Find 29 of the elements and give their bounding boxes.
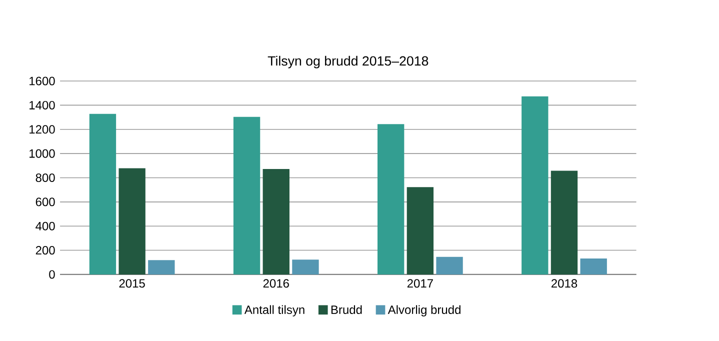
bar: [378, 124, 404, 274]
y-tick-label: 1000: [30, 149, 55, 158]
x-tick-label: 2018: [552, 279, 578, 288]
y-tick-label: 200: [36, 246, 55, 254]
bar: [233, 116, 260, 274]
legend-label: Alvorlig brudd: [388, 305, 460, 316]
y-tick-label: 400: [36, 222, 55, 230]
y-tick-label: 1400: [30, 100, 55, 110]
bar: [292, 260, 319, 274]
bar: [436, 256, 463, 274]
y-tick-label: 600: [36, 198, 55, 206]
legend-label: Antall tilsyn: [244, 305, 304, 316]
y-tick-label: 1200: [30, 125, 55, 134]
y-tick-label: 0: [49, 270, 55, 279]
x-tick-label: 2017: [407, 279, 433, 288]
y-tick-label: 800: [36, 173, 55, 182]
chart-title: Tilsyn og brudd 2015–2018: [268, 56, 428, 68]
bar: [522, 96, 548, 274]
y-tick-label: 1600: [30, 76, 55, 86]
bar: [118, 168, 146, 274]
bar: [580, 258, 607, 274]
bar: [406, 187, 434, 274]
x-tick-label: 2016: [263, 279, 289, 288]
bar: [262, 168, 290, 274]
legend-label: Brudd: [331, 305, 362, 314]
bar: [550, 170, 578, 274]
bar: [148, 260, 175, 274]
x-tick-label: 2015: [119, 279, 145, 288]
bar: [89, 114, 116, 274]
